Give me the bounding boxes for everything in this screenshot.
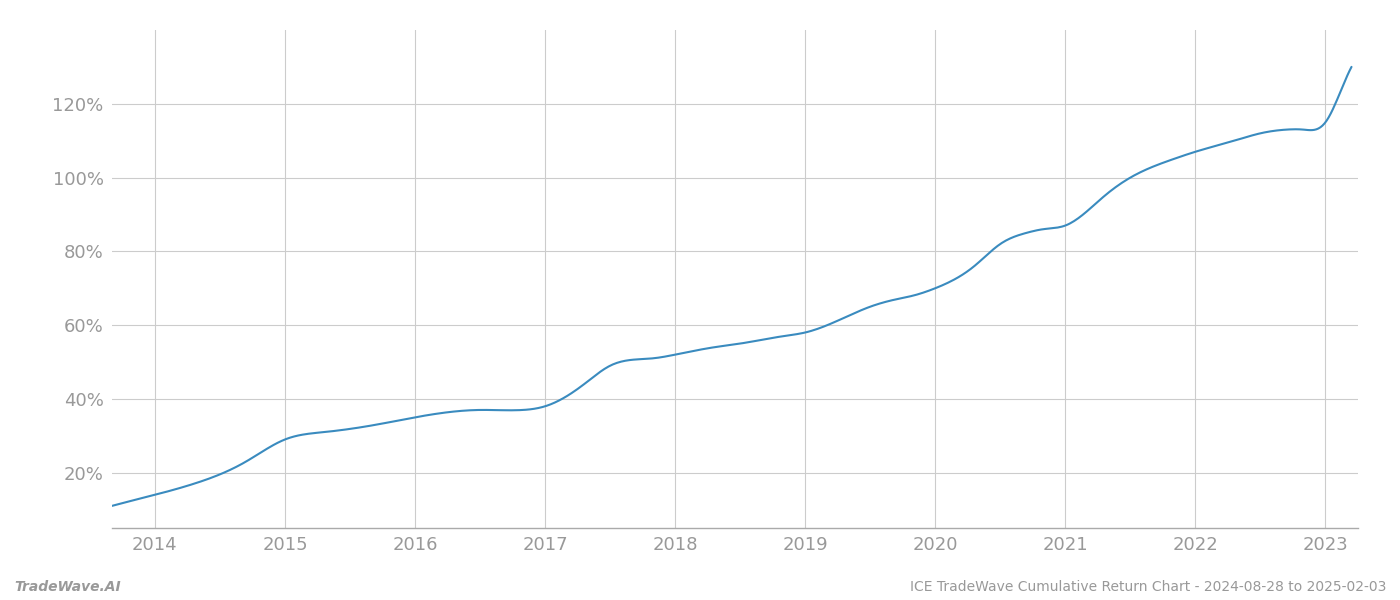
Text: ICE TradeWave Cumulative Return Chart - 2024-08-28 to 2025-02-03: ICE TradeWave Cumulative Return Chart - …: [910, 580, 1386, 594]
Text: TradeWave.AI: TradeWave.AI: [14, 580, 120, 594]
